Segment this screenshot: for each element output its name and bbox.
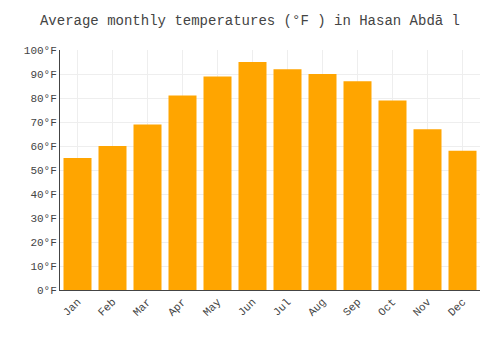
svg-text:Mar: Mar (131, 296, 153, 318)
svg-text:10°F: 10°F (30, 261, 56, 273)
svg-text:Sep: Sep (341, 296, 363, 318)
svg-text:100°F: 100°F (24, 45, 57, 57)
svg-text:Apr: Apr (166, 296, 188, 318)
svg-text:30°F: 30°F (30, 213, 56, 225)
svg-text:Jun: Jun (236, 296, 258, 318)
svg-text:0°F: 0°F (37, 285, 57, 297)
svg-text:80°F: 80°F (30, 93, 56, 105)
svg-text:40°F: 40°F (30, 189, 56, 201)
svg-text:Feb: Feb (96, 296, 118, 318)
svg-text:60°F: 60°F (30, 141, 56, 153)
svg-text:Average monthly temperatures (: Average monthly temperatures (°F ) in Ha… (40, 13, 460, 29)
svg-text:Oct: Oct (376, 296, 398, 318)
svg-text:Nov: Nov (411, 296, 434, 319)
svg-text:May: May (201, 296, 224, 319)
svg-text:20°F: 20°F (30, 237, 56, 249)
svg-text:90°F: 90°F (30, 69, 56, 81)
svg-text:Jan: Jan (61, 296, 83, 318)
svg-text:Dec: Dec (446, 296, 468, 318)
svg-text:50°F: 50°F (30, 165, 56, 177)
svg-text:70°F: 70°F (30, 117, 56, 129)
svg-text:Aug: Aug (306, 296, 328, 318)
svg-text:Jul: Jul (271, 296, 293, 318)
